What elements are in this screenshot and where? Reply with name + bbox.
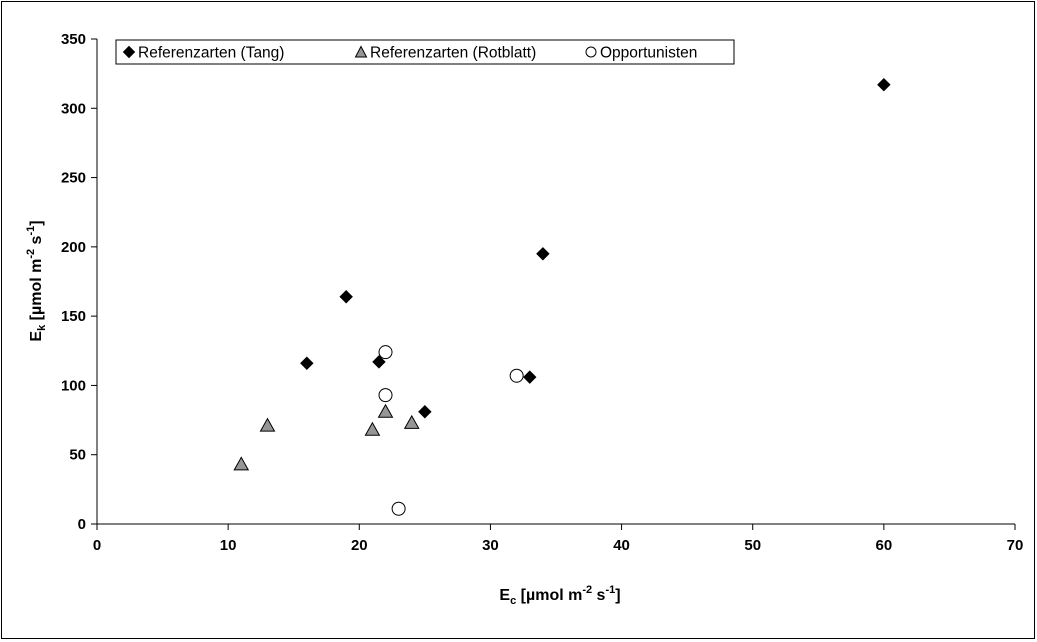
data-point-tang	[339, 290, 353, 304]
y-tick-label: 350	[61, 31, 86, 48]
data-points	[233, 78, 891, 516]
data-point-opportunisten	[378, 345, 393, 360]
data-point-rotblatt	[233, 456, 250, 471]
legend-item-rotblatt: Referenzarten (Rotblatt)	[354, 45, 536, 62]
x-tick-label: 50	[744, 537, 761, 554]
data-point-tang	[536, 247, 550, 261]
x-tick-label: 10	[220, 537, 237, 554]
legend-label-rotblatt: Referenzarten (Rotblatt)	[370, 45, 536, 62]
y-tick-label: 200	[61, 239, 86, 256]
legend-item-tang: Referenzarten (Tang)	[122, 45, 284, 62]
data-point-tang	[523, 370, 537, 384]
y-tick-label: 300	[61, 100, 86, 117]
x-tick-label: 30	[482, 537, 499, 554]
y-axis-title: Ek [µmol m-2 s-1]	[25, 220, 48, 341]
y-tick-label: 50	[69, 447, 86, 464]
y-tick-label: 0	[78, 516, 86, 533]
legend-item-opportunisten: Opportunisten	[585, 45, 697, 62]
data-point-tang	[300, 356, 314, 370]
legend-triangle-marker	[354, 45, 368, 58]
x-tick-label: 60	[876, 537, 893, 554]
data-point-opportunisten	[391, 501, 406, 516]
legend-label-tang: Referenzarten (Tang)	[138, 45, 284, 62]
legend-box	[115, 39, 735, 65]
x-tick-label: 40	[613, 537, 630, 554]
data-point-tang	[372, 355, 386, 369]
legend-diamond-marker	[122, 45, 136, 59]
data-point-rotblatt	[259, 417, 276, 432]
legend-label-opportunisten: Opportunisten	[600, 45, 697, 62]
x-tick-label: 20	[351, 537, 368, 554]
legend: Referenzarten (Tang) Referenzarten (Rotb…	[115, 39, 735, 65]
data-point-rotblatt	[403, 414, 420, 429]
y-tick-label: 150	[61, 308, 86, 325]
axes	[91, 38, 1016, 530]
y-tick-label: 250	[61, 170, 86, 187]
data-point-rotblatt	[364, 421, 381, 436]
data-point-rotblatt	[377, 403, 394, 418]
x-tick-label: 70	[1007, 537, 1024, 554]
data-point-opportunisten	[378, 388, 393, 403]
y-tick-label: 100	[61, 377, 86, 394]
x-tick-label: 0	[93, 537, 101, 554]
data-point-opportunisten	[509, 368, 524, 383]
tick-labels: 0 10 20 30 40 50 60 70 0 50 100 150 200 250 300 350	[61, 31, 1023, 554]
data-point-tang	[418, 405, 432, 419]
data-point-tang	[877, 78, 891, 92]
x-axis-title: Ec [µmol m-2 s-1]	[499, 584, 620, 607]
legend-circle-marker	[585, 46, 597, 58]
